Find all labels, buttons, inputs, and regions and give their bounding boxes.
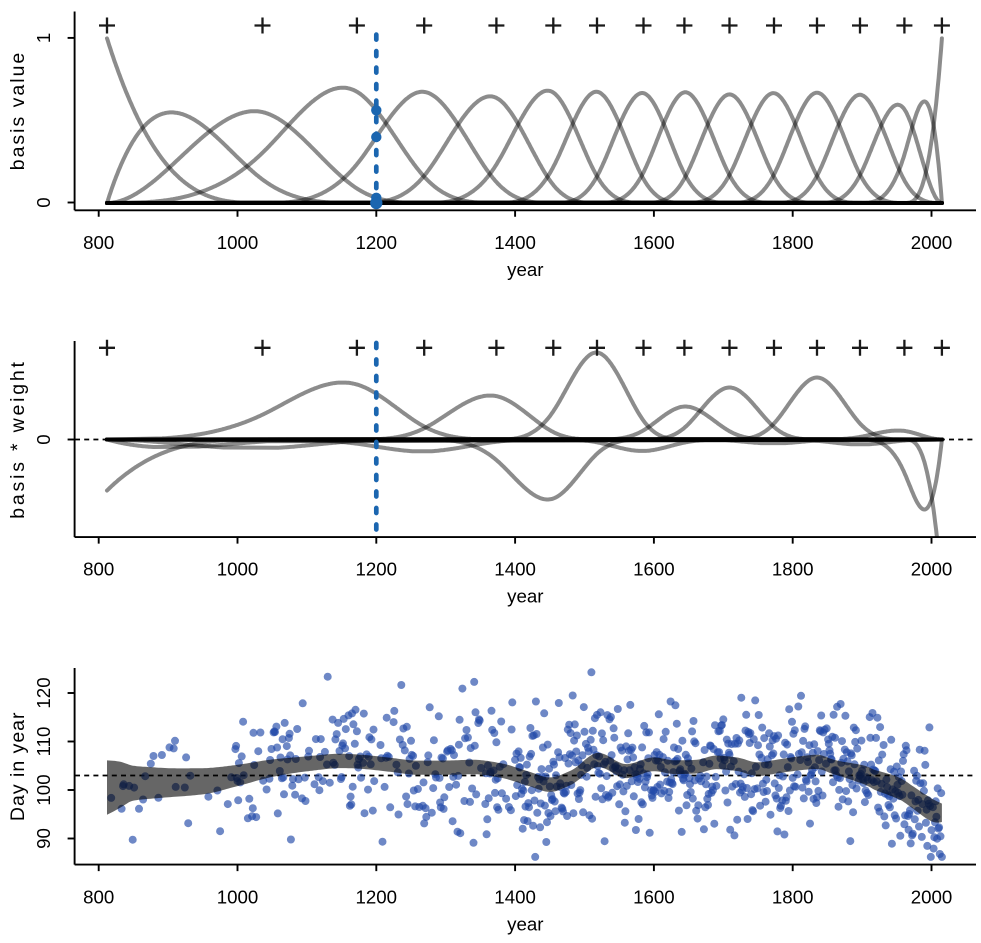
svg-text:90: 90 bbox=[33, 828, 54, 849]
svg-text:800: 800 bbox=[83, 559, 114, 580]
svg-text:1: 1 bbox=[33, 33, 54, 43]
svg-text:1000: 1000 bbox=[217, 559, 259, 580]
svg-text:800: 800 bbox=[83, 232, 114, 253]
svg-text:year: year bbox=[507, 259, 543, 280]
svg-text:1800: 1800 bbox=[772, 559, 814, 580]
svg-text:1800: 1800 bbox=[772, 887, 814, 908]
svg-text:1200: 1200 bbox=[356, 559, 398, 580]
svg-text:1200: 1200 bbox=[356, 232, 398, 253]
svg-text:Day in year: Day in year bbox=[7, 711, 29, 821]
svg-text:0: 0 bbox=[33, 197, 54, 207]
svg-text:1600: 1600 bbox=[633, 887, 675, 908]
svg-text:1400: 1400 bbox=[494, 887, 536, 908]
svg-text:1200: 1200 bbox=[356, 887, 398, 908]
svg-text:110: 110 bbox=[33, 727, 54, 757]
svg-text:120: 120 bbox=[33, 677, 54, 708]
svg-text:2000: 2000 bbox=[911, 559, 953, 580]
svg-text:1600: 1600 bbox=[633, 232, 675, 253]
svg-text:0: 0 bbox=[33, 434, 54, 444]
svg-text:1800: 1800 bbox=[772, 232, 814, 253]
svg-text:2000: 2000 bbox=[911, 887, 953, 908]
svg-text:1400: 1400 bbox=[494, 559, 536, 580]
svg-text:year: year bbox=[507, 913, 543, 934]
svg-text:basis value: basis value bbox=[7, 51, 29, 171]
svg-text:1400: 1400 bbox=[494, 232, 536, 253]
svg-text:800: 800 bbox=[83, 887, 114, 908]
svg-text:1600: 1600 bbox=[633, 559, 675, 580]
svg-text:100: 100 bbox=[33, 774, 54, 805]
svg-text:1000: 1000 bbox=[217, 887, 259, 908]
svg-text:2000: 2000 bbox=[911, 232, 953, 253]
svg-text:1000: 1000 bbox=[217, 232, 259, 253]
svg-text:year: year bbox=[507, 586, 543, 607]
svg-text:basis * weight: basis * weight bbox=[7, 359, 29, 519]
